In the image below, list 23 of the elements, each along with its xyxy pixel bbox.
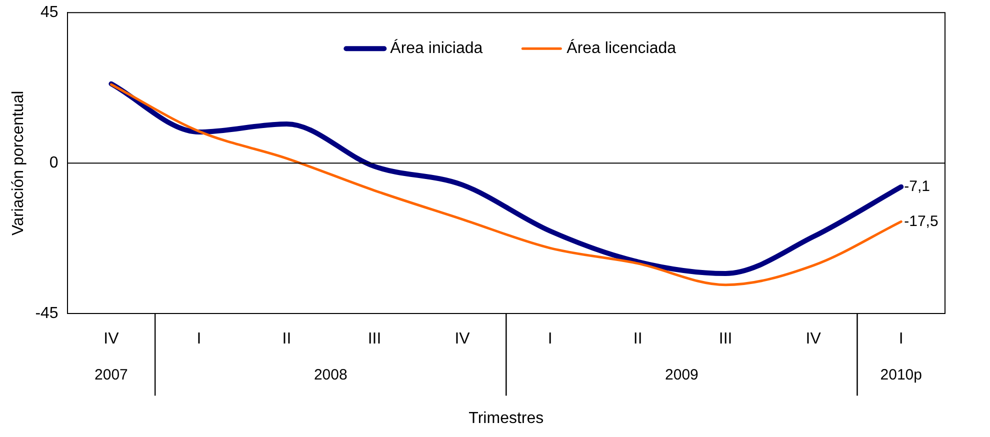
- data-label: -17,5: [904, 212, 938, 230]
- x-tick-label: III: [368, 330, 382, 348]
- x-tick-label: IV: [454, 330, 470, 348]
- y-axis-title: Variación porcentual: [10, 90, 28, 236]
- x-tick-label: I: [898, 330, 904, 348]
- x-tick-label: I: [196, 330, 202, 348]
- data-label: -7,1: [904, 178, 930, 195]
- legend-label: Área licenciada: [566, 39, 676, 58]
- y-tick-label: 0: [49, 154, 58, 172]
- text: 2008: [314, 366, 348, 384]
- y-tick-label: 45: [40, 4, 58, 22]
- text: 2009: [665, 366, 698, 384]
- x-tick-label: II: [633, 330, 642, 348]
- y-tick-label: -45: [35, 305, 58, 322]
- x-tick-label: III: [718, 330, 732, 348]
- text: 2010p: [880, 366, 922, 384]
- text: 2007: [94, 366, 128, 384]
- x-axis-title: Trimestres: [468, 410, 544, 427]
- legend-label: Área iniciada: [390, 39, 483, 58]
- x-tick-label: IV: [104, 330, 120, 348]
- x-tick-label: II: [282, 330, 292, 348]
- x-tick-label: IV: [806, 330, 822, 348]
- x-tick-label: I: [548, 330, 552, 348]
